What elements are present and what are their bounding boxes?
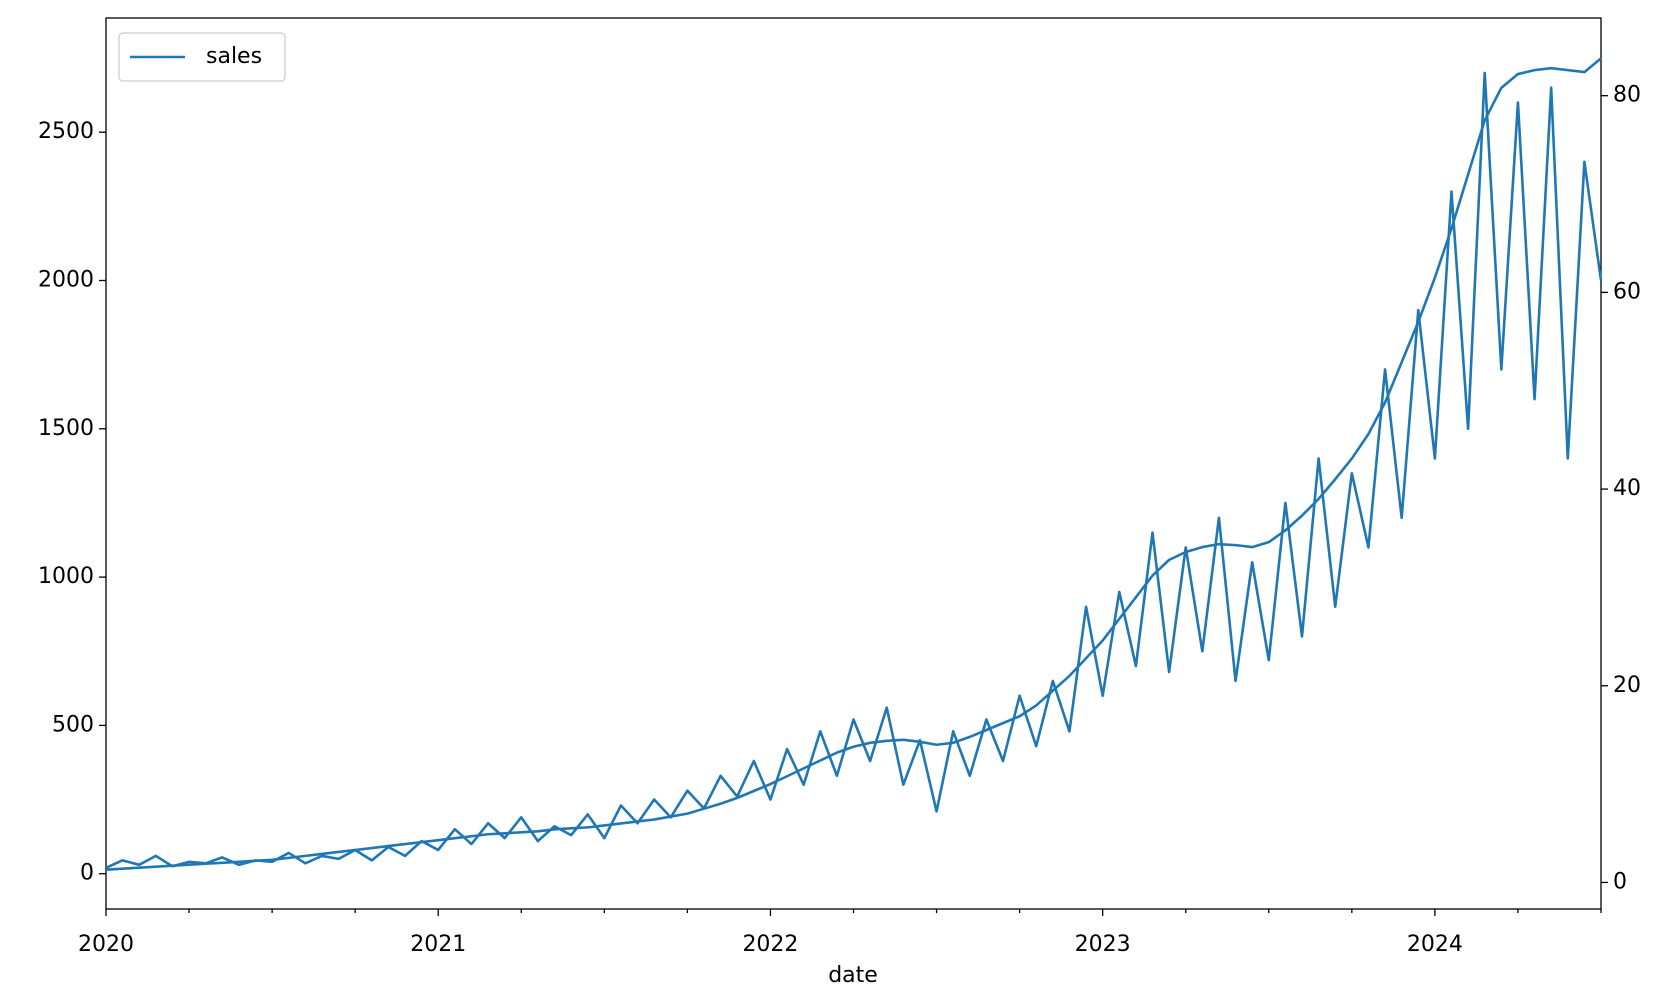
series-line (105, 71, 1603, 869)
y2-tick-label: 80 (1613, 83, 1641, 108)
x-tick-label: 2020 (78, 932, 134, 957)
x-axis-label: date (828, 963, 878, 988)
y2-tick-label: 60 (1613, 279, 1641, 304)
y-tick-label: 2000 (38, 267, 94, 292)
x-tick-label: 2024 (1407, 932, 1463, 957)
y-tick-label: 500 (52, 712, 94, 737)
y2-tick-label: 40 (1613, 476, 1641, 501)
x-tick-label: 2022 (742, 932, 798, 957)
y2-tick-label: 0 (1613, 869, 1627, 894)
legend-label: sales (206, 44, 262, 69)
y-tick-label: 1000 (38, 564, 94, 589)
x-tick-label: 2023 (1075, 932, 1131, 957)
y2-tick-label: 20 (1613, 673, 1641, 698)
y-tick-label: 1500 (38, 416, 94, 441)
y-tick-label: 2500 (38, 119, 94, 144)
x-tick-label: 2021 (410, 932, 466, 957)
legend-box (118, 32, 286, 82)
y-tick-label: 0 (80, 861, 94, 886)
series-line (105, 57, 1602, 871)
